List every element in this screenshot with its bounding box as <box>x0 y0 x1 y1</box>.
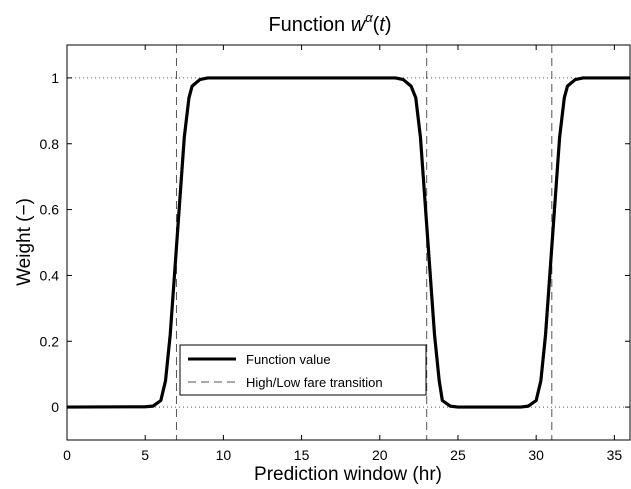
y-tick-label: 0.4 <box>40 267 60 283</box>
legend: Function value High/Low fare transition <box>179 344 427 396</box>
ticks <box>66 45 630 440</box>
title-argument: t <box>379 14 386 36</box>
x-tick-label: 20 <box>372 447 388 463</box>
title-open-paren: ( <box>373 14 380 36</box>
x-tick-label: 0 <box>63 447 71 463</box>
y-tick-labels: 0 0.2 0.4 0.6 0.8 1 <box>40 70 60 415</box>
plot-area: 0 5 10 15 20 25 30 35 0 0.2 0.4 0.6 0.8 1 <box>40 44 631 463</box>
x-axis-label: Prediction window (hr) <box>254 464 442 485</box>
x-tick-label: 10 <box>216 447 232 463</box>
y-tick-label: 0.2 <box>40 333 60 349</box>
x-tick-labels: 0 5 10 15 20 25 30 35 <box>63 447 622 463</box>
chart-title: Function wα(t) <box>268 10 391 36</box>
legend-label-transition: High/Low fare transition <box>246 375 383 390</box>
x-tick-label: 30 <box>528 447 544 463</box>
y-tick-label: 0.6 <box>40 202 60 218</box>
series-group <box>66 76 630 409</box>
axes-box <box>66 44 631 441</box>
x-tick-label: 25 <box>450 447 466 463</box>
title-superscript: α <box>365 10 373 25</box>
series-function-value <box>66 76 630 409</box>
y-tick-label: 0.8 <box>40 136 60 152</box>
y-tick-label: 0 <box>51 399 59 415</box>
title-prefix: Function <box>268 14 350 36</box>
title-symbol: w <box>351 14 367 36</box>
title-close-paren: ) <box>385 14 392 36</box>
x-tick-label: 35 <box>607 447 623 463</box>
x-tick-label: 15 <box>294 447 310 463</box>
legend-box <box>179 344 427 396</box>
legend-label-function-value: Function value <box>246 352 331 367</box>
x-tick-label: 5 <box>141 447 149 463</box>
y-tick-label: 1 <box>51 70 59 86</box>
y-axis-label: Weight (−) <box>14 198 35 286</box>
